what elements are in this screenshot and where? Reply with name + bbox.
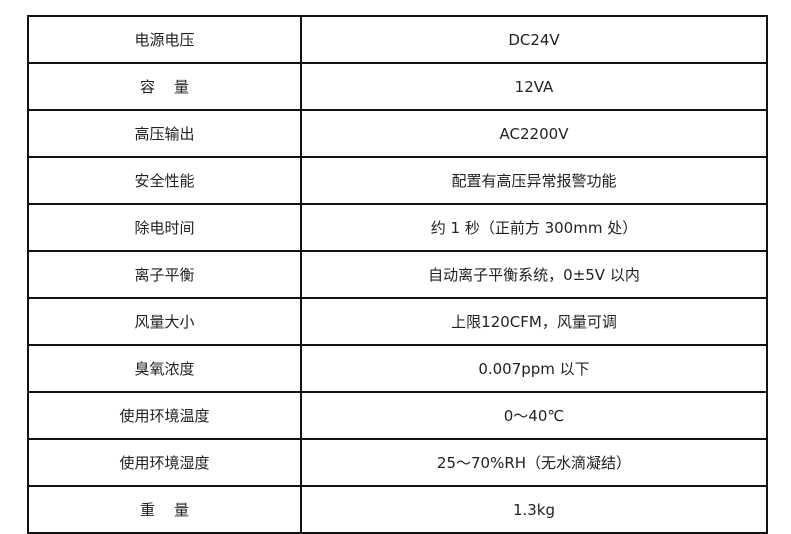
table-row: 高压输出 AC2200V <box>27 109 768 158</box>
spec-value: 自动离子平衡系统，0±5V 以内 <box>300 250 768 299</box>
spec-label: 离子平衡 <box>27 250 302 299</box>
spec-value: 上限120CFM，风量可调 <box>300 297 768 346</box>
spec-label: 容 量 <box>27 62 302 111</box>
table-row: 使用环境温度 0～40℃ <box>27 391 768 440</box>
spec-label: 电源电压 <box>27 15 302 64</box>
spec-value: 25～70%RH（无水滴凝结） <box>300 438 768 487</box>
spec-value: 0～40℃ <box>300 391 768 440</box>
spec-table: 电源电压 DC24V 容 量 12VA 高压输出 AC2200V 安全性能 配置有高压异常报警… <box>27 15 768 534</box>
spec-label: 高压输出 <box>27 109 302 158</box>
spec-value: 约 1 秒（正前方 300mm 处） <box>300 203 768 252</box>
table-row: 离子平衡 自动离子平衡系统，0±5V 以内 <box>27 250 768 299</box>
table-row: 容 量 12VA <box>27 62 768 111</box>
spec-label: 风量大小 <box>27 297 302 346</box>
spec-label: 使用环境湿度 <box>27 438 302 487</box>
table-row: 电源电压 DC24V <box>27 15 768 64</box>
spec-value: 配置有高压异常报警功能 <box>300 156 768 205</box>
table-row: 使用环境湿度 25～70%RH（无水滴凝结） <box>27 438 768 487</box>
table-row: 除电时间约 1 秒（正前方 300mm 处） <box>27 203 768 252</box>
table-row: 安全性能 配置有高压异常报警功能 <box>27 156 768 205</box>
spec-value: 0.007ppm 以下 <box>300 344 768 393</box>
table-row: 臭氧浓度 0.007ppm 以下 <box>27 344 768 393</box>
spec-label: 安全性能 <box>27 156 302 205</box>
spec-label: 除电时间 <box>27 203 302 252</box>
spec-label: 使用环境温度 <box>27 391 302 440</box>
spec-value: DC24V <box>300 15 768 64</box>
spec-value: 12VA <box>300 62 768 111</box>
spec-label: 臭氧浓度 <box>27 344 302 393</box>
spec-value: AC2200V <box>300 109 768 158</box>
table-row: 风量大小 上限120CFM，风量可调 <box>27 297 768 346</box>
